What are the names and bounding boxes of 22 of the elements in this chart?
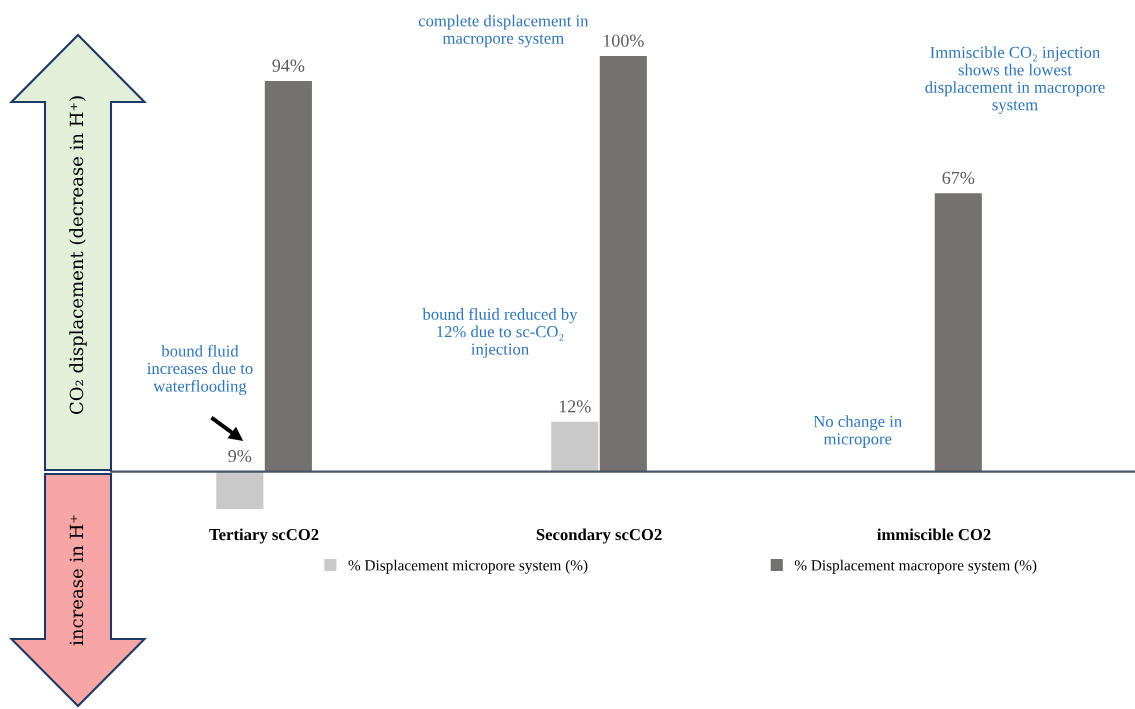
bar (934, 193, 982, 472)
data-label: 100% (603, 34, 644, 47)
annotation: 9% (228, 449, 252, 463)
x-tick-label: Secondary scCO2 (536, 528, 662, 544)
annotation: Immiscible CO₂ injection shows the lowest displacement in macropore system (925, 46, 1105, 114)
x-tick-label: immiscible CO2 (877, 528, 991, 541)
legend-label: % Displacement macropore system (%) (794, 559, 1037, 574)
x-tick-label: Tertiary scCO2 (209, 528, 319, 544)
bar (599, 56, 647, 472)
data-label: 67% (942, 171, 975, 184)
data-label: 94% (272, 59, 305, 72)
annotation: bound fluid increases due to waterflooding (147, 344, 253, 396)
bar (216, 471, 264, 509)
y-axis-title: CO₂ displacement (decrease in H⁺) (69, 96, 87, 415)
legend-label: % Displacement micropore system (%) (348, 559, 588, 574)
text: increase in H⁺ (69, 515, 84, 646)
data-label: 12% (559, 400, 591, 413)
annotation: complete displacement in macropore system (418, 14, 589, 48)
bar (551, 421, 599, 472)
bar (264, 80, 312, 472)
annotation: No change in micropore (813, 415, 902, 448)
annotation: bound fluid reduced by 12% due to sc-CO₂ injection (422, 307, 578, 359)
